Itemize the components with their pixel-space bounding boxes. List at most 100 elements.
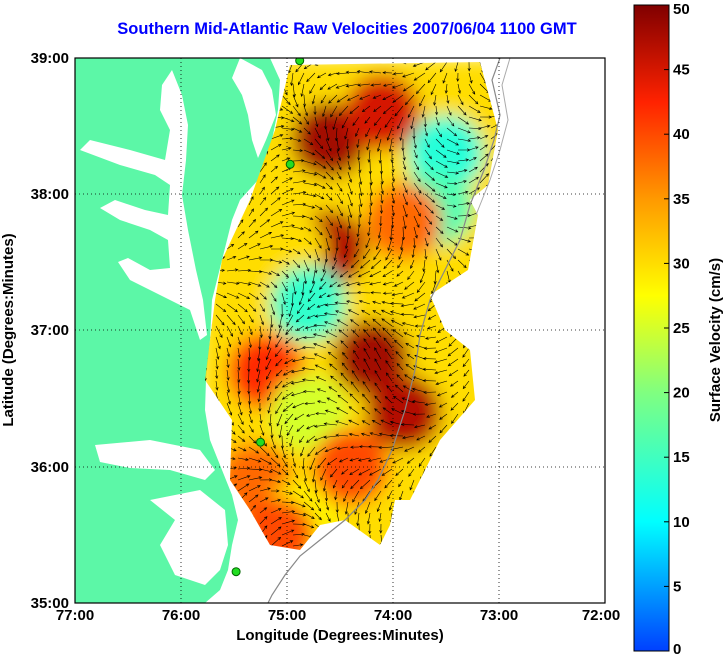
velocity-arrow <box>292 202 307 206</box>
velocity-arrow <box>313 323 327 327</box>
velocity-arrow <box>467 62 471 72</box>
velocity-arrow <box>382 94 393 101</box>
velocity-arrow <box>384 396 393 404</box>
velocity-arrow <box>406 457 415 464</box>
velocity-arrow <box>293 347 305 352</box>
shelf-isobath-2 <box>475 58 511 216</box>
velocity-arrow <box>259 468 273 473</box>
velocity-arrow <box>324 409 338 415</box>
velocity-arrow <box>374 490 382 502</box>
velocity-arrow <box>360 432 371 437</box>
velocity-arrow <box>386 127 393 141</box>
velocity-arrow <box>248 314 254 323</box>
velocity-arrow <box>435 336 448 343</box>
velocity-arrow <box>358 193 363 208</box>
velocity-arrow <box>424 171 436 181</box>
velocity-arrow <box>215 380 219 391</box>
velocity-arrow <box>368 445 382 449</box>
velocity-arrow <box>369 182 373 197</box>
velocity-arrow <box>348 419 360 426</box>
velocity-arrow <box>479 173 490 184</box>
velocity-arrow <box>336 138 340 152</box>
velocity-arrow <box>318 292 327 298</box>
velocity-arrow <box>275 358 283 367</box>
velocity-arrow <box>237 358 241 371</box>
velocity-arrow <box>276 413 283 427</box>
velocity-arrow <box>395 351 404 360</box>
velocity-arrow <box>435 248 442 261</box>
velocity-arrow <box>336 226 341 241</box>
velocity-arrow <box>285 325 294 336</box>
velocity-arrow <box>359 259 371 269</box>
velocity-arrow <box>402 204 408 218</box>
x-tick-label: 73:00 <box>480 607 518 624</box>
velocity-arrow <box>393 281 404 287</box>
velocity-arrow <box>353 349 360 360</box>
velocity-arrow <box>237 457 249 461</box>
velocity-arrow <box>365 237 371 249</box>
velocity-arrow <box>415 83 426 95</box>
velocity-arrow <box>359 94 371 100</box>
velocity-arrow <box>429 446 437 457</box>
velocity-arrow <box>413 182 422 194</box>
velocity-arrow <box>369 270 382 278</box>
velocity-arrow <box>281 188 294 195</box>
velocity-arrow <box>301 356 316 360</box>
velocity-arrow <box>303 501 315 511</box>
velocity-arrow <box>454 62 459 73</box>
velocity-arrow <box>303 171 318 176</box>
velocity-arrow <box>424 138 430 149</box>
velocity-arrow <box>371 419 382 426</box>
velocity-arrow <box>309 281 316 294</box>
velocity-arrow <box>369 171 373 186</box>
velocity-arrow <box>292 179 307 184</box>
velocity-arrow <box>325 501 330 511</box>
velocity-arrow <box>352 329 360 338</box>
radar-stations <box>231 58 305 577</box>
velocity-arrow <box>387 237 393 252</box>
velocity-arrow <box>226 358 230 369</box>
velocity-arrow <box>325 193 333 201</box>
velocity-arrow <box>292 138 302 142</box>
velocity-arrow <box>424 237 429 247</box>
velocity-arrow <box>292 281 297 295</box>
velocity-arrow <box>447 347 459 357</box>
velocity-arrow <box>363 358 371 371</box>
velocity-arrow <box>268 325 272 340</box>
velocity-arrow <box>446 259 454 272</box>
velocity-arrow <box>380 182 384 195</box>
velocity-arrow <box>404 94 415 106</box>
velocity-arrow <box>314 160 327 169</box>
velocity-arrow <box>372 327 382 338</box>
velocity-arrow <box>373 248 382 261</box>
velocity-arrow <box>303 226 312 232</box>
velocity-arrow <box>270 292 277 302</box>
velocity-arrow <box>282 369 294 376</box>
velocity-arrow <box>352 359 360 371</box>
velocity-arrow <box>424 127 428 137</box>
velocity-arrow <box>457 259 467 269</box>
velocity-arrow <box>357 457 371 462</box>
velocity-arrow <box>435 116 440 127</box>
velocity-arrow <box>280 303 284 318</box>
velocity-arrow <box>295 336 305 341</box>
velocity-arrow <box>292 532 305 536</box>
velocity-arrow <box>320 468 327 481</box>
colorbar-tick-label: 0 <box>673 641 681 658</box>
velocity-arrow <box>281 540 294 547</box>
velocity-arrow <box>311 468 316 483</box>
velocity-arrow <box>356 70 371 74</box>
velocity-arrow <box>350 319 360 327</box>
velocity-arrow <box>296 424 305 432</box>
velocity-arrow <box>259 478 273 482</box>
velocity-arrow <box>372 94 382 99</box>
velocity-arrow <box>423 346 437 350</box>
velocity-arrow <box>309 83 316 95</box>
velocity-arrow <box>248 435 257 444</box>
velocity-arrow <box>341 362 349 371</box>
velocity-arrow <box>412 127 416 140</box>
velocity-arrow <box>379 204 383 214</box>
velocity-arrow <box>215 369 219 380</box>
velocity-arrow <box>388 138 393 153</box>
velocity-arrow <box>457 169 468 173</box>
